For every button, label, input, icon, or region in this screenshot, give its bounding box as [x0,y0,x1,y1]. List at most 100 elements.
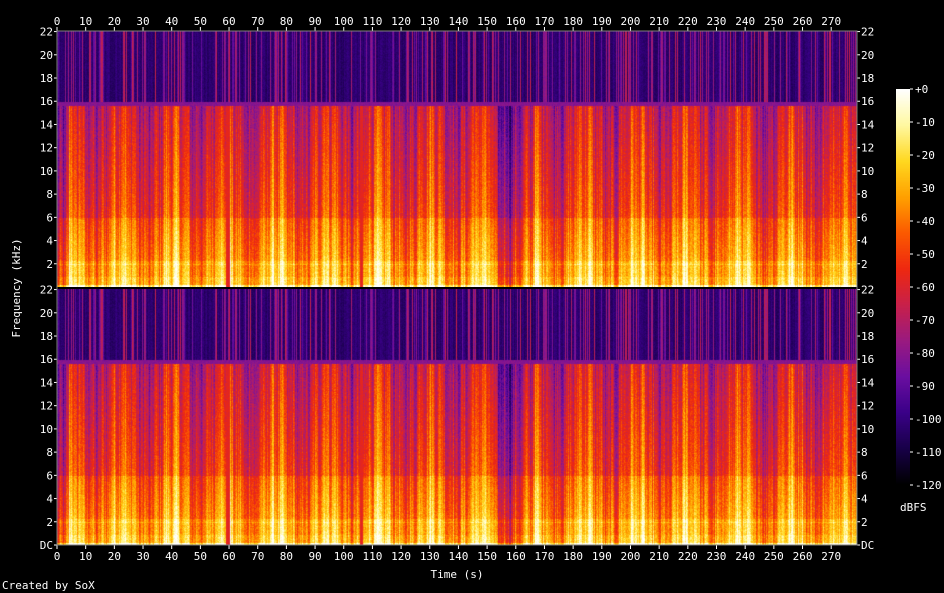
y-tick-label: 20 [40,49,53,62]
y-tick-label: 12 [861,400,874,413]
y-tick-label: 8 [46,188,53,201]
x-tick-label: 260 [793,550,813,563]
colorbar-tick-label: -90 [915,380,935,393]
colorbar-tick-label: -50 [915,248,935,261]
x-tick-label: 40 [165,15,178,28]
colorbar-tick-label: -20 [915,149,935,162]
colorbar-label: dBFS [900,501,927,514]
x-tick-label: 180 [563,15,583,28]
colorbar-gradient [896,89,910,485]
y-tick-label: 22 [40,284,53,297]
y-tick-label: 22 [861,26,874,39]
y-tick-label: 20 [40,307,53,320]
y-tick-label: 6 [46,469,53,482]
axes: 0 0 10 10 20 20 30 30 40 40 50 50 60 60 70 70 80 80 90 90 10… [40,15,875,563]
x-tick-label: 70 [251,550,264,563]
x-tick-label: 100 [334,550,354,563]
x-tick-label: 0 [54,550,61,563]
y-tick-label: 4 [861,493,868,506]
x-tick-label: 130 [420,550,440,563]
x-tick-label: 220 [678,550,698,563]
y-tick-label: 22 [40,26,53,39]
credit-text: Created by SoX [2,579,95,592]
x-tick-label: 70 [251,15,264,28]
y-tick-label: 18 [861,72,874,85]
colorbar-tick-label: -80 [915,347,935,360]
x-tick-label: 240 [735,15,755,28]
x-tick-label: 50 [194,550,207,563]
colorbar-tick-label: -110 [915,446,942,459]
spectrogram-channel-1 [57,31,857,287]
x-tick-label: 210 [649,15,669,28]
x-tick-label: 50 [194,15,207,28]
y-tick-label: 4 [861,235,868,248]
y-tick-label: 16 [40,95,53,108]
y-tick-label: 8 [861,446,868,459]
y-tick-label: 22 [861,284,874,297]
colorbar-tick-label: -70 [915,314,935,327]
y-tick-label: 6 [46,211,53,224]
y-tick-label: 16 [861,95,874,108]
x-tick-label: 20 [108,15,121,28]
x-tick-label: 220 [678,15,698,28]
x-tick-label: 20 [108,550,121,563]
x-tick-label: 90 [308,550,321,563]
x-tick-label: 10 [79,15,92,28]
y-tick-label: 16 [861,353,874,366]
colorbar-tick-label: -60 [915,281,935,294]
x-tick-label: 200 [621,550,641,563]
y-tick-label: 20 [861,307,874,320]
x-tick-label: 190 [592,15,612,28]
y-tick-label: 12 [40,400,53,413]
x-tick-label: 250 [764,15,784,28]
spectrogram-channel-2 [57,289,857,545]
x-tick-label: 110 [362,15,382,28]
x-tick-label: 80 [280,550,293,563]
colorbar-tick-label: +0 [915,83,928,96]
x-tick-label: 90 [308,15,321,28]
colorbar-tick-label: -100 [915,413,942,426]
x-tick-label: 230 [707,550,727,563]
x-tick-label: 30 [136,550,149,563]
y-tick-label: 14 [861,118,875,131]
y-axis-title: Frequency (kHz) [10,238,23,337]
colorbar-tick-label: -40 [915,215,935,228]
y-tick-label: 18 [861,330,874,343]
y-tick-label: 16 [40,353,53,366]
x-tick-label: 150 [477,550,497,563]
x-tick-label: 260 [793,15,813,28]
x-tick-label: 200 [621,15,641,28]
x-tick-label: 230 [707,15,727,28]
colorbar: +0 -10 -20 -30 -40 -50 -60 -70 -80 -90 -100 -110 -12… [896,83,942,514]
y-tick-label: 10 [861,423,874,436]
x-tick-label: 270 [821,550,841,563]
y-tick-label: 6 [861,469,868,482]
x-tick-label: 60 [222,550,235,563]
plot-frame [56,30,858,546]
y-tick-label: DC [861,539,874,552]
y-tick-label: 10 [40,423,53,436]
colorbar-tick-label: -10 [915,116,935,129]
y-tick-label: 2 [861,258,868,271]
y-tick-label: 6 [861,211,868,224]
x-tick-label: 0 [54,15,61,28]
y-tick-label: 10 [861,165,874,178]
spectrogram-plots [57,31,857,545]
x-tick-label: 190 [592,550,612,563]
y-tick-label: 20 [861,49,874,62]
x-tick-label: 40 [165,550,178,563]
y-tick-label: DC [40,539,53,552]
x-tick-label: 100 [334,15,354,28]
x-tick-label: 180 [563,550,583,563]
x-tick-label: 120 [391,15,411,28]
y-tick-label: 2 [46,258,53,271]
y-tick-label: 14 [861,376,875,389]
colorbar-tick-label: -120 [915,479,942,492]
x-tick-label: 80 [280,15,293,28]
x-tick-label: 160 [506,550,526,563]
x-tick-label: 250 [764,550,784,563]
y-tick-label: 8 [46,446,53,459]
x-tick-label: 140 [448,550,468,563]
x-tick-label: 210 [649,550,669,563]
x-tick-label: 170 [535,550,555,563]
